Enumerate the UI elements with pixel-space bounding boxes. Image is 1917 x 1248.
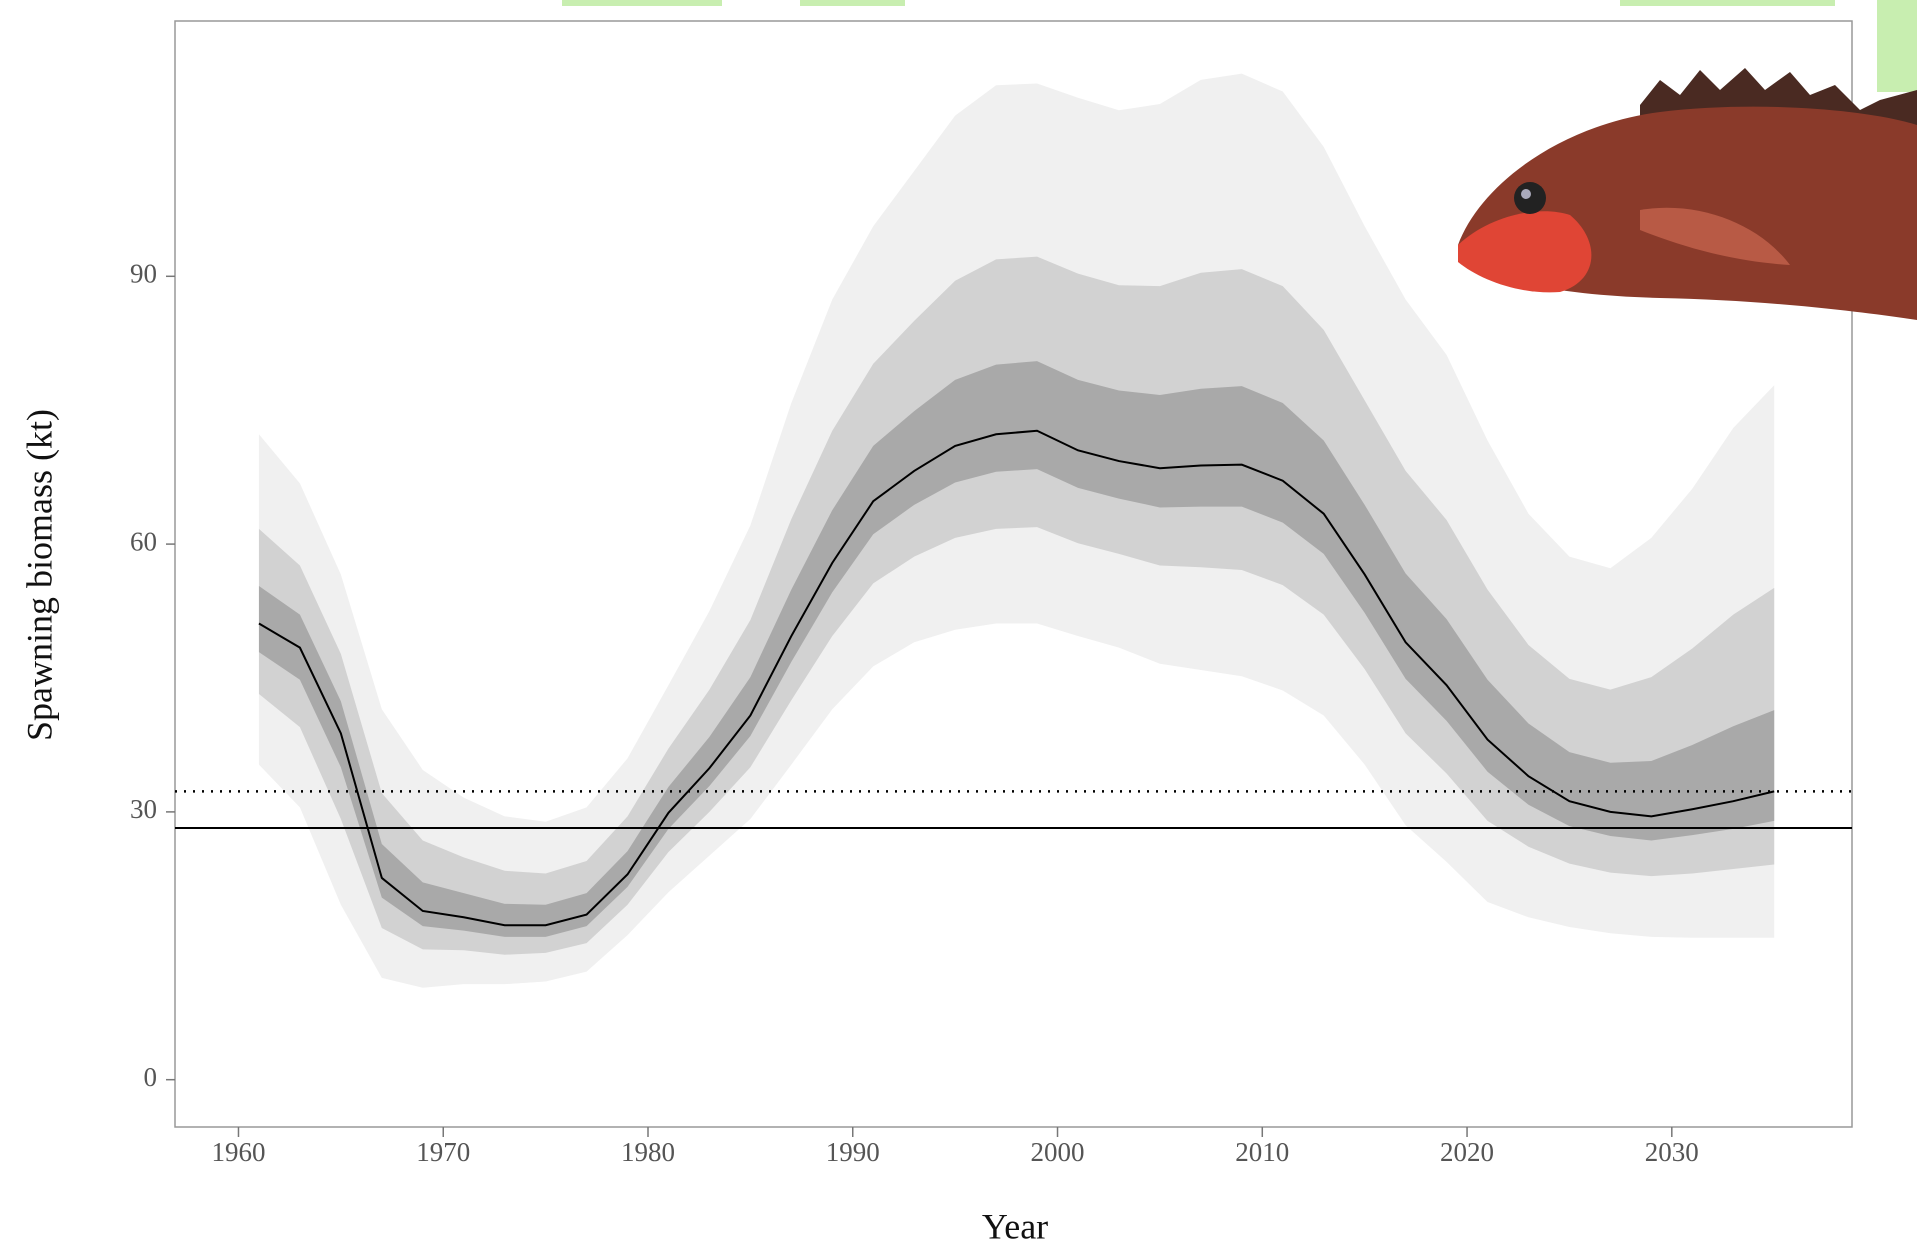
- x-tick-label: 1990: [826, 1137, 880, 1167]
- y-tick-label: 90: [130, 259, 157, 289]
- y-tick-label: 60: [130, 526, 157, 556]
- x-tick-label: 1960: [211, 1137, 265, 1167]
- x-tick-label: 2000: [1031, 1137, 1085, 1167]
- plot-frame: [174, 20, 1853, 1128]
- plot-area: [175, 73, 1852, 988]
- y-tick-label: 0: [144, 1062, 158, 1092]
- uncertainty-band: [258, 361, 1775, 937]
- x-tick-label: 2030: [1645, 1137, 1699, 1167]
- x-tick-label: 1980: [621, 1137, 675, 1167]
- x-tick-label: 2010: [1235, 1137, 1289, 1167]
- green-strip: [1620, 0, 1835, 6]
- y-axis-title: Spawning biomass (kt): [19, 409, 59, 741]
- x-axis-title: Year: [982, 1206, 1048, 1246]
- green-strip: [1877, 0, 1917, 92]
- median-line: [258, 429, 1775, 927]
- fish-eye-shine: [1521, 189, 1531, 199]
- x-tick-label: 2020: [1440, 1137, 1494, 1167]
- fish-picture: [1458, 68, 1917, 320]
- decoration: [562, 0, 1917, 92]
- uncertainty-band: [258, 73, 1775, 988]
- fish-eye: [1514, 182, 1546, 214]
- fish-pectoral-fin: [1640, 207, 1790, 265]
- green-strip: [562, 0, 722, 6]
- fish-head: [1458, 211, 1592, 293]
- y-tick-label: 30: [130, 794, 157, 824]
- green-strip: [800, 0, 905, 6]
- x-tick-label: 1970: [416, 1137, 470, 1167]
